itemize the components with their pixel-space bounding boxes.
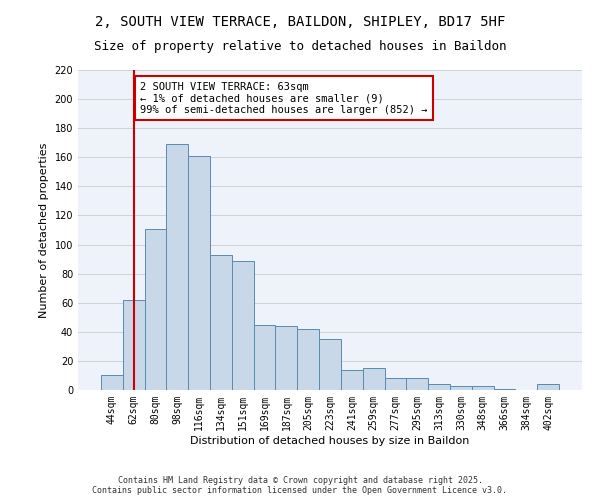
Bar xyxy=(450,386,472,390)
Text: Size of property relative to detached houses in Baildon: Size of property relative to detached ho… xyxy=(94,40,506,53)
Text: Contains HM Land Registry data © Crown copyright and database right 2025.
Contai: Contains HM Land Registry data © Crown c… xyxy=(92,476,508,495)
Text: 2, SOUTH VIEW TERRACE, BAILDON, SHIPLEY, BD17 5HF: 2, SOUTH VIEW TERRACE, BAILDON, SHIPLEY,… xyxy=(95,15,505,29)
Text: 2 SOUTH VIEW TERRACE: 63sqm
← 1% of detached houses are smaller (9)
99% of semi-: 2 SOUTH VIEW TERRACE: 63sqm ← 1% of deta… xyxy=(140,82,428,115)
Bar xyxy=(319,339,341,390)
Bar xyxy=(254,324,275,390)
Bar xyxy=(494,388,515,390)
Bar xyxy=(232,260,254,390)
Bar xyxy=(537,384,559,390)
Y-axis label: Number of detached properties: Number of detached properties xyxy=(39,142,49,318)
Bar xyxy=(210,254,232,390)
X-axis label: Distribution of detached houses by size in Baildon: Distribution of detached houses by size … xyxy=(190,436,470,446)
Bar xyxy=(341,370,363,390)
Bar xyxy=(428,384,450,390)
Bar xyxy=(472,386,494,390)
Bar xyxy=(385,378,406,390)
Bar xyxy=(101,376,123,390)
Bar xyxy=(123,300,145,390)
Bar xyxy=(188,156,210,390)
Bar xyxy=(406,378,428,390)
Bar xyxy=(363,368,385,390)
Bar xyxy=(297,329,319,390)
Bar xyxy=(275,326,297,390)
Bar xyxy=(145,228,166,390)
Bar xyxy=(166,144,188,390)
